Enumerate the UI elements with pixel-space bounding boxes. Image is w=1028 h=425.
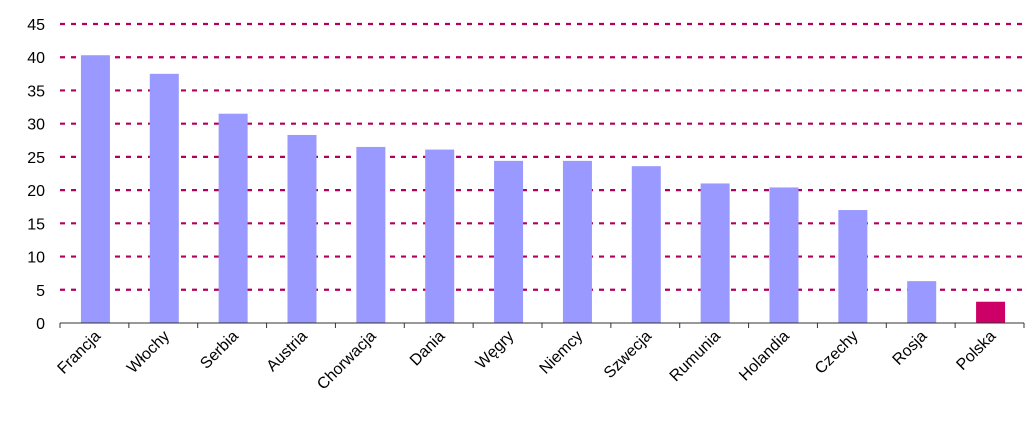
- x-tick-label: Francja: [55, 328, 105, 378]
- x-tick-label: Rumunia: [667, 328, 724, 385]
- x-tick-label: Holandia: [736, 328, 793, 385]
- bar-serbia: [218, 113, 248, 323]
- bar-węgry: [494, 160, 524, 323]
- bar-niemcy: [562, 160, 592, 323]
- x-tick-label: Szwecja: [601, 328, 655, 382]
- bar-chorwacja: [356, 146, 386, 323]
- x-tick-label: Austria: [264, 328, 311, 375]
- bar-holandia: [769, 187, 799, 323]
- y-tick-label: 10: [27, 250, 45, 267]
- y-tick-label: 45: [27, 17, 45, 34]
- bar-dania: [425, 149, 455, 323]
- y-tick-label: 30: [27, 117, 45, 134]
- bar-szwecja: [631, 166, 661, 323]
- bar-rosja: [907, 281, 937, 323]
- bar-rumunia: [700, 183, 730, 323]
- x-tick-label: Polska: [953, 328, 999, 374]
- y-tick-label: 40: [27, 50, 45, 67]
- bar-austria: [287, 134, 317, 323]
- y-tick-label: 5: [36, 283, 45, 300]
- bar-czechy: [838, 210, 868, 323]
- x-tick-label: Rosja: [890, 328, 931, 369]
- x-tick-label: Węgry: [473, 328, 518, 373]
- y-tick-label: 20: [27, 183, 45, 200]
- x-tick-label: Włochy: [124, 328, 173, 377]
- x-tick-label: Dania: [407, 328, 449, 370]
- gridlines: [60, 22, 1024, 291]
- bar-polska: [976, 301, 1006, 323]
- bar-włochy: [149, 73, 179, 323]
- axes: [59, 322, 1025, 328]
- y-tick-label: 15: [27, 216, 45, 233]
- x-tick-label: Serbia: [197, 328, 242, 373]
- y-tick-label: 25: [27, 150, 45, 167]
- y-tick-label: 35: [27, 83, 45, 100]
- bar-francja: [80, 55, 110, 324]
- x-tick-label: Czechy: [812, 328, 862, 378]
- y-tick-label: 0: [36, 316, 45, 333]
- x-tick-label: Chorwacja: [314, 328, 380, 394]
- bars: [80, 55, 1006, 324]
- x-tick-label: Niemcy: [537, 328, 587, 378]
